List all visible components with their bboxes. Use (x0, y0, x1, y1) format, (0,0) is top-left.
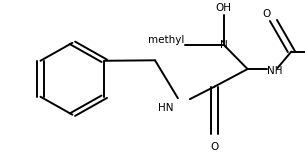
Text: O: O (211, 142, 219, 152)
Text: NH: NH (267, 66, 283, 76)
Text: methyl: methyl (148, 35, 185, 45)
Text: HN: HN (159, 103, 174, 113)
Text: N: N (220, 40, 228, 50)
Text: O: O (262, 9, 271, 19)
Text: OH: OH (216, 3, 232, 13)
